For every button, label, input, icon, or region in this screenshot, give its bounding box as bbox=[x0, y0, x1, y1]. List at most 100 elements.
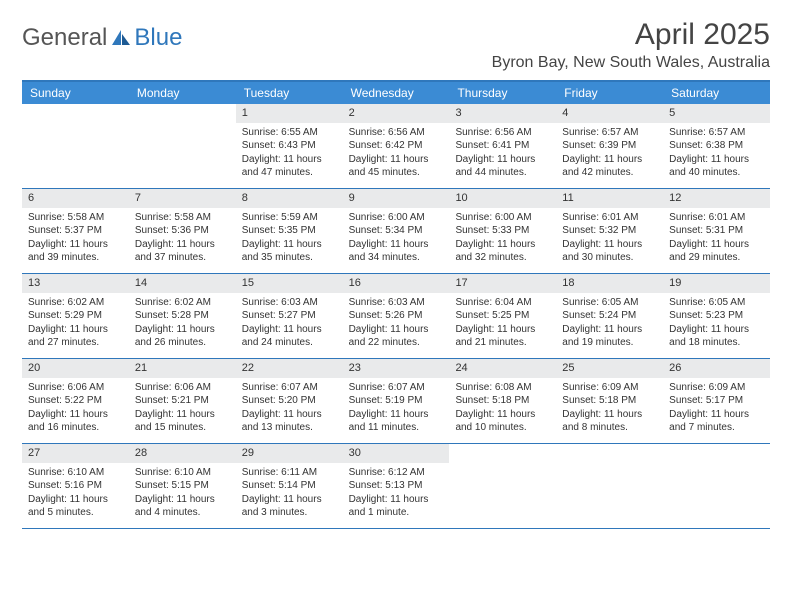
cell-body: Sunrise: 6:03 AMSunset: 5:26 PMDaylight:… bbox=[343, 293, 450, 356]
daylight-text: Daylight: 11 hours and 34 minutes. bbox=[349, 238, 444, 265]
calendar-cell: 22Sunrise: 6:07 AMSunset: 5:20 PMDayligh… bbox=[236, 359, 343, 443]
sunrise-text: Sunrise: 6:02 AM bbox=[28, 296, 123, 310]
cell-body: Sunrise: 6:56 AMSunset: 6:42 PMDaylight:… bbox=[343, 123, 450, 186]
cell-body: Sunrise: 6:01 AMSunset: 5:31 PMDaylight:… bbox=[663, 208, 770, 271]
day-header: Saturday bbox=[663, 82, 770, 104]
sunrise-text: Sunrise: 5:58 AM bbox=[28, 211, 123, 225]
sunset-text: Sunset: 5:25 PM bbox=[455, 309, 550, 323]
day-number: 17 bbox=[449, 274, 556, 293]
calendar-cell: 28Sunrise: 6:10 AMSunset: 5:15 PMDayligh… bbox=[129, 444, 236, 528]
day-number: 8 bbox=[236, 189, 343, 208]
sunset-text: Sunset: 5:34 PM bbox=[349, 224, 444, 238]
sunrise-text: Sunrise: 6:01 AM bbox=[669, 211, 764, 225]
cell-body: Sunrise: 5:58 AMSunset: 5:36 PMDaylight:… bbox=[129, 208, 236, 271]
day-number: 4 bbox=[556, 104, 663, 123]
daylight-text: Daylight: 11 hours and 4 minutes. bbox=[135, 493, 230, 520]
sunset-text: Sunset: 6:38 PM bbox=[669, 139, 764, 153]
daylight-text: Daylight: 11 hours and 7 minutes. bbox=[669, 408, 764, 435]
calendar-cell: 10Sunrise: 6:00 AMSunset: 5:33 PMDayligh… bbox=[449, 189, 556, 273]
sunset-text: Sunset: 5:18 PM bbox=[455, 394, 550, 408]
day-header: Monday bbox=[129, 82, 236, 104]
calendar-cell: 29Sunrise: 6:11 AMSunset: 5:14 PMDayligh… bbox=[236, 444, 343, 528]
day-number: 15 bbox=[236, 274, 343, 293]
day-number: 14 bbox=[129, 274, 236, 293]
sunset-text: Sunset: 5:19 PM bbox=[349, 394, 444, 408]
day-number: 16 bbox=[343, 274, 450, 293]
sunrise-text: Sunrise: 6:57 AM bbox=[669, 126, 764, 140]
daylight-text: Daylight: 11 hours and 29 minutes. bbox=[669, 238, 764, 265]
cell-body: Sunrise: 6:07 AMSunset: 5:20 PMDaylight:… bbox=[236, 378, 343, 441]
cell-body: Sunrise: 6:56 AMSunset: 6:41 PMDaylight:… bbox=[449, 123, 556, 186]
sunset-text: Sunset: 5:20 PM bbox=[242, 394, 337, 408]
daylight-text: Daylight: 11 hours and 3 minutes. bbox=[242, 493, 337, 520]
calendar-cell: 5 Sunrise: 6:57 AMSunset: 6:38 PMDaylight… bbox=[663, 104, 770, 188]
sunrise-text: Sunrise: 6:56 AM bbox=[455, 126, 550, 140]
cell-body: Sunrise: 6:12 AMSunset: 5:13 PMDaylight:… bbox=[343, 463, 450, 526]
cell-body: Sunrise: 6:07 AMSunset: 5:19 PMDaylight:… bbox=[343, 378, 450, 441]
sunset-text: Sunset: 5:17 PM bbox=[669, 394, 764, 408]
calendar-cell: 23Sunrise: 6:07 AMSunset: 5:19 PMDayligh… bbox=[343, 359, 450, 443]
cell-body: Sunrise: 6:05 AMSunset: 5:24 PMDaylight:… bbox=[556, 293, 663, 356]
day-number: 10 bbox=[449, 189, 556, 208]
calendar-cell: 11Sunrise: 6:01 AMSunset: 5:32 PMDayligh… bbox=[556, 189, 663, 273]
day-number: 11 bbox=[556, 189, 663, 208]
calendar-cell: 9Sunrise: 6:00 AMSunset: 5:34 PMDaylight… bbox=[343, 189, 450, 273]
daylight-text: Daylight: 11 hours and 37 minutes. bbox=[135, 238, 230, 265]
sunrise-text: Sunrise: 6:04 AM bbox=[455, 296, 550, 310]
sunset-text: Sunset: 5:36 PM bbox=[135, 224, 230, 238]
calendar-cell: 16Sunrise: 6:03 AMSunset: 5:26 PMDayligh… bbox=[343, 274, 450, 358]
calendar-cell: 12Sunrise: 6:01 AMSunset: 5:31 PMDayligh… bbox=[663, 189, 770, 273]
day-number: 26 bbox=[663, 359, 770, 378]
cell-body: Sunrise: 5:58 AMSunset: 5:37 PMDaylight:… bbox=[22, 208, 129, 271]
sunrise-text: Sunrise: 6:01 AM bbox=[562, 211, 657, 225]
sunrise-text: Sunrise: 6:11 AM bbox=[242, 466, 337, 480]
sunrise-text: Sunrise: 6:00 AM bbox=[455, 211, 550, 225]
calendar-cell: 15Sunrise: 6:03 AMSunset: 5:27 PMDayligh… bbox=[236, 274, 343, 358]
day-number: 23 bbox=[343, 359, 450, 378]
daylight-text: Daylight: 11 hours and 18 minutes. bbox=[669, 323, 764, 350]
month-title: April 2025 bbox=[492, 18, 770, 52]
sunrise-text: Sunrise: 6:05 AM bbox=[669, 296, 764, 310]
cell-body: Sunrise: 5:59 AMSunset: 5:35 PMDaylight:… bbox=[236, 208, 343, 271]
day-number: 6 bbox=[22, 189, 129, 208]
day-number: 3 bbox=[449, 104, 556, 123]
day-number: 5 bbox=[663, 104, 770, 123]
day-number: 21 bbox=[129, 359, 236, 378]
cell-body: Sunrise: 6:01 AMSunset: 5:32 PMDaylight:… bbox=[556, 208, 663, 271]
calendar-cell: 24Sunrise: 6:08 AMSunset: 5:18 PMDayligh… bbox=[449, 359, 556, 443]
sunrise-text: Sunrise: 6:56 AM bbox=[349, 126, 444, 140]
cell-body: Sunrise: 6:09 AMSunset: 5:17 PMDaylight:… bbox=[663, 378, 770, 441]
day-number: 13 bbox=[22, 274, 129, 293]
calendar-cell: 6Sunrise: 5:58 AMSunset: 5:37 PMDaylight… bbox=[22, 189, 129, 273]
daylight-text: Daylight: 11 hours and 5 minutes. bbox=[28, 493, 123, 520]
calendar-cell bbox=[556, 444, 663, 528]
day-number: 29 bbox=[236, 444, 343, 463]
calendar-cell: 3Sunrise: 6:56 AMSunset: 6:41 PMDaylight… bbox=[449, 104, 556, 188]
brand-text-gray: General bbox=[22, 24, 107, 52]
calendar-cell: 4Sunrise: 6:57 AMSunset: 6:39 PMDaylight… bbox=[556, 104, 663, 188]
title-block: April 2025 Byron Bay, New South Wales, A… bbox=[492, 18, 770, 72]
calendar-cell: 2Sunrise: 6:56 AMSunset: 6:42 PMDaylight… bbox=[343, 104, 450, 188]
sunrise-text: Sunrise: 6:07 AM bbox=[242, 381, 337, 395]
daylight-text: Daylight: 11 hours and 24 minutes. bbox=[242, 323, 337, 350]
sunrise-text: Sunrise: 6:12 AM bbox=[349, 466, 444, 480]
sunrise-text: Sunrise: 6:57 AM bbox=[562, 126, 657, 140]
sunrise-text: Sunrise: 6:05 AM bbox=[562, 296, 657, 310]
daylight-text: Daylight: 11 hours and 1 minute. bbox=[349, 493, 444, 520]
sunrise-text: Sunrise: 6:08 AM bbox=[455, 381, 550, 395]
cell-body: Sunrise: 6:03 AMSunset: 5:27 PMDaylight:… bbox=[236, 293, 343, 356]
daylight-text: Daylight: 11 hours and 21 minutes. bbox=[455, 323, 550, 350]
cell-body: Sunrise: 6:11 AMSunset: 5:14 PMDaylight:… bbox=[236, 463, 343, 526]
sunrise-text: Sunrise: 5:59 AM bbox=[242, 211, 337, 225]
page-header: General Blue April 2025 Byron Bay, New S… bbox=[22, 18, 770, 72]
calendar-cell: 20Sunrise: 6:06 AMSunset: 5:22 PMDayligh… bbox=[22, 359, 129, 443]
sunrise-text: Sunrise: 6:00 AM bbox=[349, 211, 444, 225]
calendar-cell: 18Sunrise: 6:05 AMSunset: 5:24 PMDayligh… bbox=[556, 274, 663, 358]
daylight-text: Daylight: 11 hours and 40 minutes. bbox=[669, 153, 764, 180]
cell-body: Sunrise: 6:08 AMSunset: 5:18 PMDaylight:… bbox=[449, 378, 556, 441]
sunrise-text: Sunrise: 6:03 AM bbox=[242, 296, 337, 310]
cell-body: Sunrise: 6:02 AMSunset: 5:29 PMDaylight:… bbox=[22, 293, 129, 356]
calendar-cell: 14Sunrise: 6:02 AMSunset: 5:28 PMDayligh… bbox=[129, 274, 236, 358]
daylight-text: Daylight: 11 hours and 42 minutes. bbox=[562, 153, 657, 180]
daylight-text: Daylight: 11 hours and 47 minutes. bbox=[242, 153, 337, 180]
